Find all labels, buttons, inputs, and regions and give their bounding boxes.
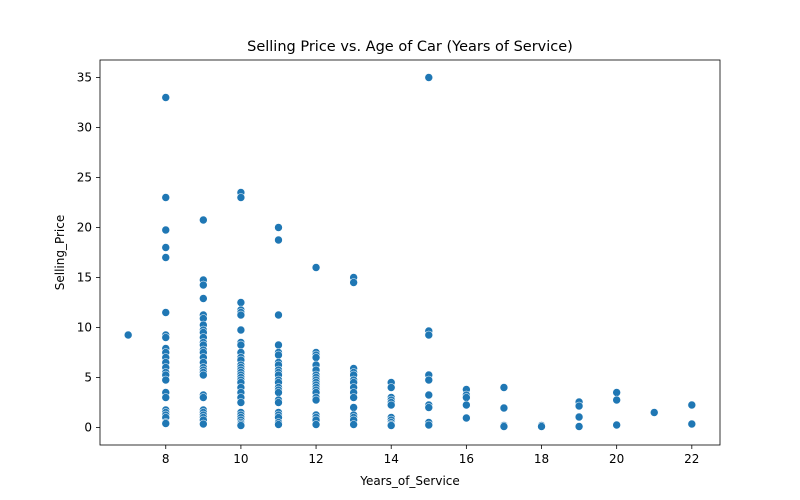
- data-point: [349, 403, 358, 412]
- data-point: [349, 393, 358, 402]
- data-point: [236, 398, 246, 407]
- data-point: [311, 353, 321, 362]
- points-layer: [123, 73, 697, 431]
- data-point: [574, 401, 584, 411]
- data-point: [274, 310, 283, 320]
- data-point: [236, 340, 246, 350]
- data-point: [236, 421, 246, 430]
- data-point: [612, 420, 621, 430]
- data-point: [199, 215, 208, 225]
- data-point: [161, 375, 171, 385]
- data-point: [274, 398, 283, 407]
- data-point: [687, 400, 697, 410]
- y-tick-label: 0: [84, 421, 92, 435]
- data-point: [274, 235, 283, 245]
- data-point: [462, 400, 471, 410]
- data-point: [199, 280, 208, 290]
- y-axis-ticks: 0 5 10 15 20 25 30 35: [77, 71, 100, 435]
- data-point: [123, 330, 133, 340]
- x-axis-title: Years_of_Service: [359, 474, 460, 488]
- plot-frame: [99, 59, 721, 446]
- data-point: [236, 325, 246, 335]
- data-point: [499, 383, 509, 392]
- data-point: [424, 73, 434, 82]
- data-point: [199, 393, 208, 402]
- y-tick-label: 30: [77, 121, 92, 135]
- data-point: [612, 395, 621, 405]
- data-point: [161, 333, 171, 342]
- data-point: [574, 412, 584, 422]
- data-point: [424, 390, 434, 400]
- x-tick-label: 10: [233, 452, 248, 466]
- data-point: [199, 419, 208, 429]
- data-point: [424, 330, 434, 340]
- data-point: [424, 375, 434, 385]
- data-point: [687, 419, 697, 429]
- x-tick-label: 14: [384, 452, 399, 466]
- data-point: [649, 408, 659, 417]
- data-point: [311, 395, 321, 405]
- data-point: [161, 308, 171, 317]
- x-tick-label: 20: [609, 452, 624, 466]
- y-axis-title: Selling_Price: [53, 215, 67, 291]
- data-point: [199, 370, 208, 380]
- data-point: [349, 420, 358, 429]
- data-point: [612, 388, 621, 397]
- x-tick-label: 8: [162, 452, 170, 466]
- data-point: [537, 422, 546, 431]
- y-tick-label: 20: [77, 221, 92, 235]
- data-point: [311, 263, 321, 272]
- data-point: [236, 310, 246, 320]
- data-point: [499, 403, 509, 413]
- data-point: [161, 193, 171, 202]
- x-tick-label: 16: [459, 452, 474, 466]
- chart-title: Selling Price vs. Age of Car (Years of S…: [247, 39, 573, 55]
- data-point: [386, 383, 396, 392]
- y-tick-label: 10: [77, 321, 92, 335]
- data-point: [274, 340, 283, 350]
- data-point: [349, 278, 358, 287]
- data-point: [274, 350, 283, 360]
- data-point: [161, 393, 171, 402]
- data-point: [424, 403, 434, 412]
- data-point: [386, 421, 396, 430]
- data-point: [236, 298, 246, 307]
- data-point: [574, 422, 584, 431]
- data-point: [462, 393, 471, 402]
- data-point: [161, 419, 171, 428]
- data-point: [386, 400, 396, 410]
- data-point: [499, 422, 509, 431]
- data-point: [236, 193, 246, 202]
- data-point: [274, 223, 283, 232]
- x-tick-label: 22: [684, 452, 699, 466]
- x-tick-label: 12: [308, 452, 323, 466]
- x-axis-ticks: 8 10 12 14 16 18 20 22: [162, 445, 699, 466]
- data-point: [462, 413, 471, 423]
- y-tick-label: 25: [77, 171, 92, 185]
- data-point: [161, 253, 171, 262]
- x-tick-label: 18: [534, 452, 549, 466]
- data-point: [161, 93, 171, 102]
- data-point: [199, 294, 208, 303]
- data-point: [274, 388, 283, 397]
- y-tick-label: 15: [77, 271, 92, 285]
- y-tick-label: 5: [84, 371, 92, 385]
- data-point: [424, 420, 434, 430]
- data-point: [311, 420, 321, 429]
- y-tick-label: 35: [77, 71, 92, 85]
- data-point: [161, 243, 171, 252]
- data-point: [161, 225, 171, 235]
- data-point: [274, 420, 283, 429]
